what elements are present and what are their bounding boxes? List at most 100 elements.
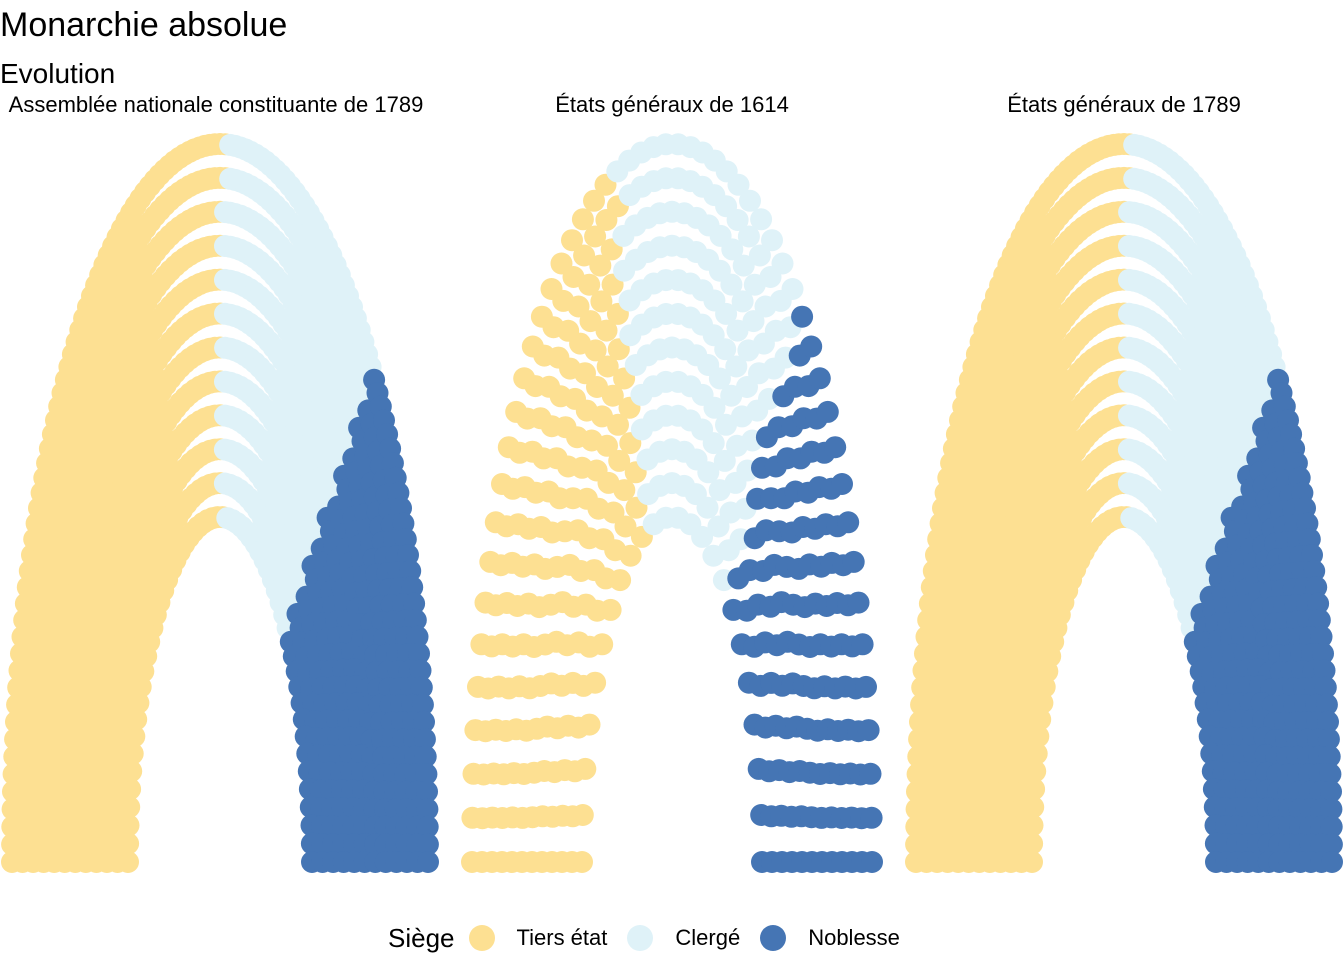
seat-point [406, 625, 429, 648]
seat-point [791, 305, 814, 328]
seat-point [1021, 832, 1044, 855]
seat-point [117, 832, 140, 855]
seat-point [842, 550, 865, 573]
seat-point [578, 273, 601, 296]
panel-title-etats-1614: États généraux de 1614 [555, 92, 789, 117]
seat-point [837, 511, 860, 534]
seat-point [414, 745, 437, 768]
seat-point [408, 642, 430, 665]
seat-point [1320, 833, 1343, 856]
seat-point [584, 225, 607, 248]
seat-point [847, 591, 870, 614]
chart-subtitle: Evolution [0, 58, 116, 89]
seat-point [737, 225, 760, 248]
seat-point [399, 560, 422, 582]
legend-item-clerge: Clergé [627, 925, 740, 951]
seat-point [727, 173, 750, 196]
legend-label-clerge: Clergé [675, 925, 741, 950]
seat-point [731, 290, 754, 313]
seat-point [601, 384, 624, 407]
seat-point [589, 254, 612, 277]
seat-point [1317, 710, 1339, 733]
seat-point [584, 339, 607, 362]
legend-title: Siège [388, 922, 455, 953]
seat-point [1317, 728, 1340, 751]
seat-point [1305, 576, 1328, 599]
seat-point [708, 367, 731, 390]
seat-point [118, 796, 141, 819]
seat-point [573, 244, 596, 267]
seat-point [411, 693, 434, 716]
seat-point [609, 569, 632, 592]
seat-point [119, 778, 142, 801]
seat-point [748, 244, 771, 267]
seat-point [742, 310, 765, 333]
seat-point [591, 633, 614, 656]
legend-label-noblesse: Noblesse [808, 925, 900, 950]
seat-point [567, 295, 590, 318]
seat-point [855, 675, 877, 698]
seat-point [416, 815, 439, 838]
seat-point [1320, 815, 1343, 838]
panel-title-assemblee-1789: Assemblée nationale constituante de 1789 [8, 92, 424, 117]
seat-point [590, 290, 613, 313]
seat-point [613, 479, 636, 502]
seat-point [117, 814, 140, 837]
legend-key-noblesse [760, 925, 787, 951]
panel-title-etats-1789: États généraux de 1789 [1007, 92, 1241, 117]
seat-point [1320, 798, 1343, 821]
seat-point [720, 273, 743, 296]
seat-point [739, 189, 761, 212]
seat-point [697, 461, 720, 484]
seat-point [1313, 659, 1336, 682]
seat-point [771, 252, 794, 275]
seat-point [726, 209, 749, 231]
seat-point [831, 473, 853, 495]
seat-point [413, 728, 436, 751]
seat-point [859, 762, 882, 785]
seat-point [1321, 851, 1343, 873]
seat-point [461, 851, 483, 873]
seat-point [403, 592, 426, 615]
seat-point [561, 229, 583, 252]
seat-point [1021, 814, 1044, 837]
legend-label-tiers-etat: Tiers état [516, 925, 608, 950]
seat-point [571, 804, 594, 826]
seat-point [416, 780, 438, 803]
seat-point [1303, 560, 1326, 582]
seat-point [571, 208, 594, 231]
seat-point [397, 544, 419, 566]
seat-point [410, 676, 433, 699]
legend-key-clerge [627, 925, 654, 951]
parliament-panel-2 [905, 133, 1343, 873]
seat-point [1312, 642, 1334, 665]
seat-point [584, 671, 607, 694]
seat-point [703, 396, 726, 419]
seat-point [761, 229, 783, 252]
seat-point [1022, 796, 1045, 819]
seat-point [595, 319, 618, 342]
seat-point [574, 757, 597, 780]
seat-point [404, 609, 427, 632]
seat-point [1, 851, 23, 873]
legend: Siège Tiers état Clergé Noblesse [388, 918, 920, 958]
seat-point [816, 400, 839, 423]
seat-point [415, 763, 438, 786]
seat-point [619, 544, 642, 567]
seat-point [800, 335, 823, 358]
seat-point [416, 833, 439, 856]
seat-point [905, 851, 927, 873]
seat-point [596, 355, 619, 378]
seat-point [715, 302, 738, 325]
seat-point [409, 659, 432, 682]
seat-point [851, 633, 874, 656]
seat-point [750, 208, 773, 231]
seat-point [1314, 676, 1337, 699]
seat-point [857, 719, 880, 742]
seat-point [726, 319, 749, 342]
seat-point [120, 760, 143, 783]
seat-point [1310, 625, 1333, 648]
seat-point [413, 710, 435, 733]
seat-point [608, 449, 631, 472]
